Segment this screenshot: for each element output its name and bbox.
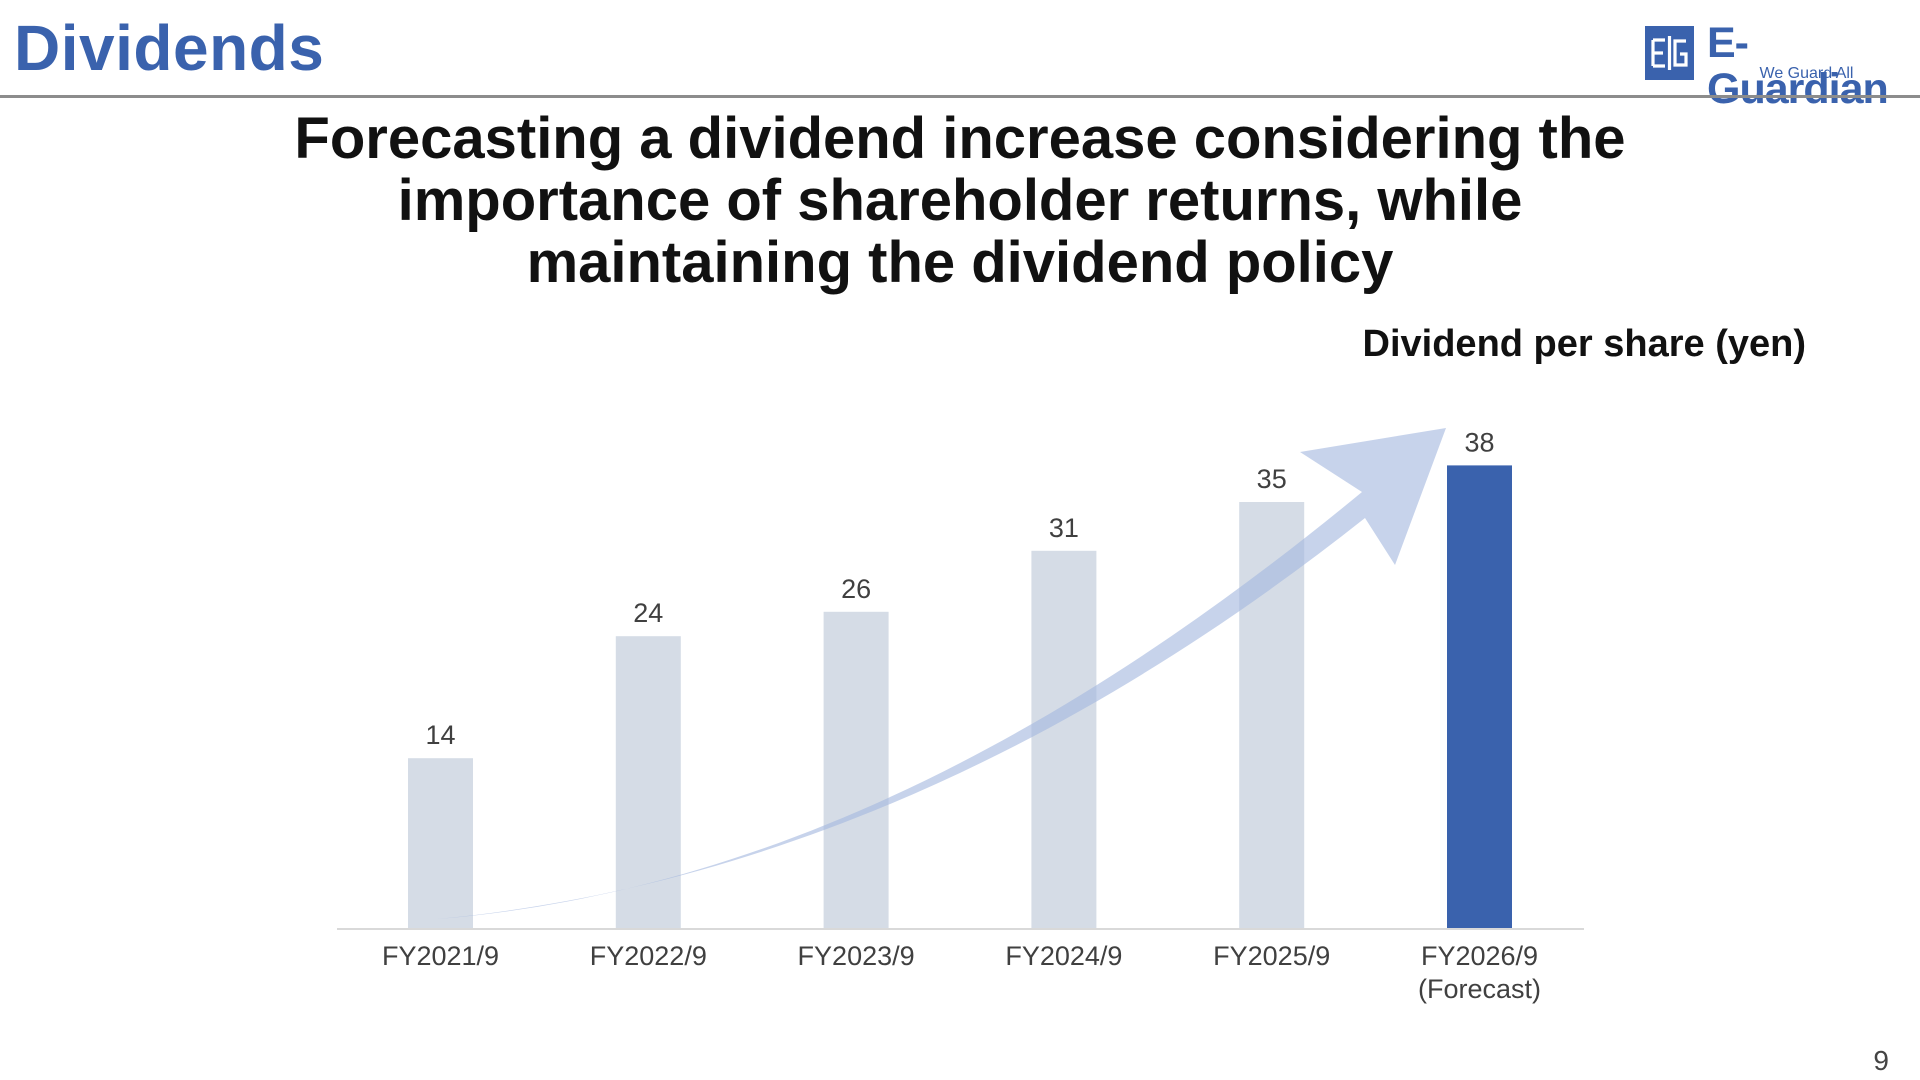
headline-line-1: Forecasting a dividend increase consider… bbox=[294, 106, 1626, 171]
page-number: 9 bbox=[1873, 1045, 1889, 1076]
logo-wordmark: E-Guardian bbox=[1707, 19, 1889, 113]
bar bbox=[1031, 550, 1097, 929]
bar bbox=[408, 758, 473, 929]
logo-mark-icon bbox=[1645, 26, 1694, 80]
data-label: 24 bbox=[633, 598, 663, 628]
x-tick-label: FY2025/9 bbox=[1213, 941, 1330, 971]
data-label: 38 bbox=[1464, 427, 1494, 457]
data-label: 14 bbox=[425, 720, 455, 750]
x-tick-sublabel: (Forecast) bbox=[1418, 974, 1541, 1004]
x-tick-label: FY2026/9 bbox=[1421, 941, 1538, 971]
x-tick-label: FY2023/9 bbox=[798, 941, 915, 971]
data-label: 35 bbox=[1257, 464, 1287, 494]
data-label: 26 bbox=[841, 574, 871, 604]
data-label: 31 bbox=[1049, 513, 1079, 543]
company-logo: E-Guardian We Guard All bbox=[1645, 20, 1905, 112]
header-divider bbox=[0, 95, 1920, 98]
x-tick-label: FY2021/9 bbox=[382, 941, 499, 971]
headline-line-3: maintaining the dividend policy bbox=[526, 230, 1394, 295]
page-title: Dividends bbox=[14, 12, 325, 84]
trend-arrow-layer bbox=[437, 428, 1446, 919]
x-tick-label: FY2024/9 bbox=[1005, 941, 1122, 971]
headline: Forecasting a dividend increase consider… bbox=[0, 108, 1920, 294]
trend-arrow bbox=[437, 428, 1446, 919]
bars bbox=[408, 465, 1512, 929]
bar-forecast bbox=[1447, 465, 1512, 929]
chart-title: Dividend per share (yen) bbox=[1362, 323, 1806, 365]
headline-line-2: importance of shareholder returns, while bbox=[397, 168, 1523, 233]
labels: 14 FY2021/9 24 FY2022/9 26 FY2023/9 31 FY2024/9… bbox=[382, 427, 1541, 1004]
bar bbox=[823, 611, 889, 929]
logo-tagline: We Guard All bbox=[1759, 65, 1854, 82]
bar bbox=[615, 636, 681, 929]
x-tick-label: FY2022/9 bbox=[590, 941, 707, 971]
